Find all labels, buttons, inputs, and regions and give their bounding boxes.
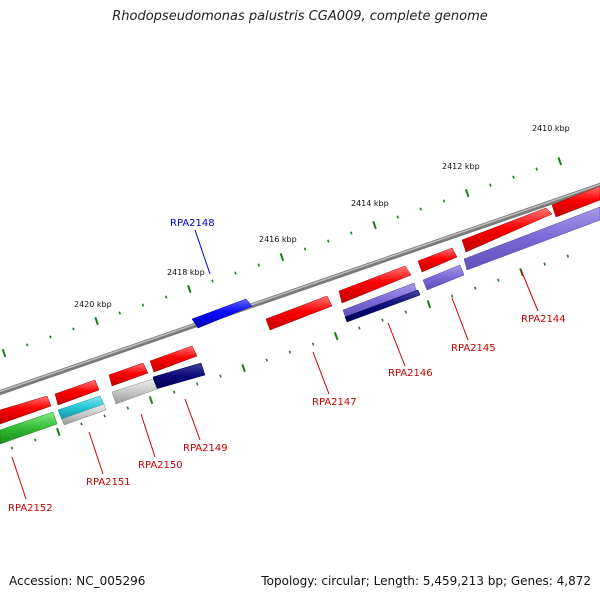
major-tick: [333, 331, 339, 341]
tick-label: 2416 kbp: [259, 235, 297, 244]
gene-feature-rpa2146[interactable]: [338, 265, 412, 304]
tick-label: 2414 kbp: [351, 199, 389, 208]
gene-label-rpa2147[interactable]: RPA2147: [312, 397, 357, 408]
minor-tick: [211, 279, 214, 283]
minor-tick: [49, 335, 52, 339]
minor-tick: [512, 175, 515, 179]
tick-label: 2412 kbp: [442, 162, 480, 171]
minor-tick: [25, 343, 29, 347]
gene-label-rpa2150[interactable]: RPA2150: [138, 460, 183, 471]
minor-tick: [311, 342, 315, 346]
gene-callouts: [11, 229, 539, 500]
minor-tick: [566, 254, 570, 258]
minor-tick: [126, 406, 130, 410]
major-tick: [464, 188, 470, 198]
minor-tick: [141, 303, 145, 307]
major-tick: [56, 427, 61, 437]
gene-label-rpa2149[interactable]: RPA2149: [183, 443, 228, 454]
minor-tick: [219, 374, 222, 378]
minor-tick: [257, 263, 260, 267]
major-tick: [279, 252, 285, 262]
gene-label-rpa2152[interactable]: RPA2152: [8, 503, 53, 514]
accession-text: Accession: NC_005296: [9, 574, 146, 588]
gene-feature-rpa2144[interactable]: [461, 185, 600, 253]
minor-tick: [327, 239, 330, 243]
major-tick: [557, 157, 563, 166]
minor-tick: [10, 446, 14, 450]
gene-feature-rpa2151[interactable]: [54, 379, 100, 406]
minor-tick: [103, 414, 106, 418]
minor-tick: [234, 271, 237, 275]
gene-feature-rpa2149[interactable]: [149, 345, 198, 373]
minor-tick: [535, 167, 538, 171]
gene-label-rpa2151[interactable]: RPA2151: [86, 477, 131, 488]
genome-summary-text: Topology: circular; Length: 5,459,213 bp…: [261, 574, 591, 588]
genome-backbone: [0, 182, 600, 396]
tick-label: 2418 kbp: [167, 268, 205, 277]
minor-tick: [72, 327, 75, 331]
minor-tick: [118, 311, 122, 315]
minor-tick: [196, 382, 199, 386]
major-tick: [426, 299, 432, 309]
gene-feature-rpa2152[interactable]: [0, 395, 52, 425]
minor-tick: [33, 438, 37, 442]
major-tick: [187, 284, 192, 294]
major-tick: [241, 363, 246, 373]
gene-feature-rpa2145[interactable]: [417, 247, 458, 273]
minor-tick: [381, 318, 384, 322]
major-tick: [94, 316, 99, 326]
gene-label-rpa2146[interactable]: RPA2146: [388, 368, 433, 379]
minor-tick: [543, 262, 546, 266]
genome-title: Rhodopseudomonas palustris CGA009, compl…: [112, 9, 488, 24]
lower-tick-row: [10, 254, 570, 450]
minor-tick: [404, 310, 407, 314]
major-tick: [1, 348, 7, 358]
minor-tick: [172, 390, 176, 394]
cog-track: [0, 206, 600, 445]
minor-tick: [358, 326, 361, 330]
gene-feature-rpa2148[interactable]: [191, 298, 253, 329]
minor-tick: [396, 215, 399, 219]
minor-tick: [497, 278, 500, 282]
tick-label: 2410 kbp: [532, 124, 570, 133]
major-tick: [148, 395, 154, 405]
minor-tick: [80, 422, 83, 426]
gene-feature-rpa2150[interactable]: [108, 362, 149, 387]
gene-label-rpa2148[interactable]: RPA2148: [170, 218, 215, 229]
tick-label: 2420 kbp: [74, 300, 112, 309]
upper-tick-row: [1, 157, 563, 358]
minor-tick: [288, 350, 292, 354]
minor-tick: [419, 207, 423, 211]
minor-tick: [350, 231, 353, 235]
gene-feature-rpa2147[interactable]: [265, 295, 333, 331]
minor-tick: [265, 358, 268, 362]
minor-tick: [164, 295, 168, 299]
minor-tick: [450, 294, 454, 298]
minor-tick: [303, 247, 307, 251]
gene-label-rpa2144[interactable]: RPA2144: [521, 314, 566, 325]
minor-tick: [489, 183, 492, 187]
gene-label-rpa2145[interactable]: RPA2145: [451, 343, 496, 354]
major-tick: [372, 220, 377, 230]
minor-tick: [473, 286, 477, 290]
minor-tick: [442, 199, 446, 203]
